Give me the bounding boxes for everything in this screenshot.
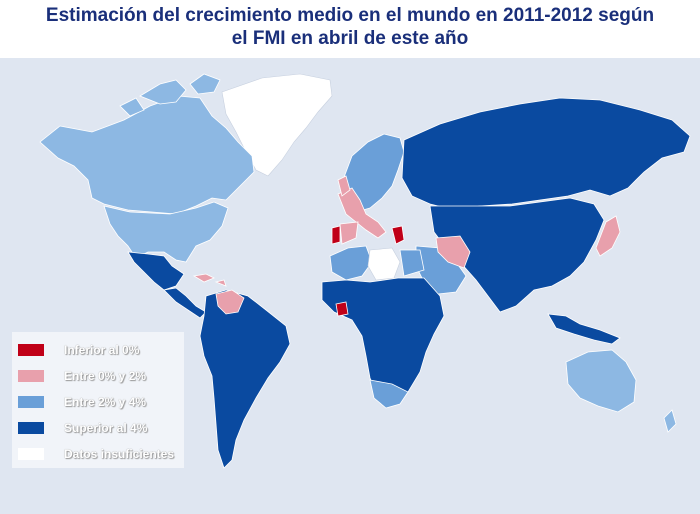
russia [401, 97, 691, 211]
caribbean [192, 273, 227, 287]
legend-label: Inferior al 0% [64, 343, 140, 357]
legend-label: Superior al 4% [64, 421, 148, 435]
legend-label: Entre 2% y 4% [64, 395, 147, 409]
uk [337, 175, 351, 197]
new-zealand [663, 409, 677, 433]
legend-swatch [18, 422, 44, 434]
legend-label: Entre 0% y 2% [64, 369, 147, 383]
greece [391, 225, 405, 245]
arctic-islands [119, 73, 221, 117]
title-line-2: el FMI en abril de este año [231, 28, 469, 49]
legend-swatch [18, 370, 44, 382]
europe-low [337, 187, 387, 239]
legend-swatch [18, 396, 44, 408]
iran [435, 235, 471, 269]
usa [103, 201, 229, 263]
world-map-svg [39, 73, 691, 469]
greenland [221, 73, 333, 177]
central-america [163, 287, 207, 319]
japan [595, 215, 621, 257]
southeast-asia [547, 313, 621, 345]
legend-swatch [18, 344, 44, 356]
libya [367, 247, 401, 281]
south-america [199, 289, 291, 469]
portugal [331, 225, 341, 245]
southern-africa [369, 379, 409, 409]
africa-high [321, 277, 445, 405]
ivory-coast [335, 301, 349, 317]
map-legend: Inferior al 0% Entre 0% y 2% Entre 2% y … [12, 332, 184, 468]
legend-label: Datos insuficientes [64, 447, 175, 461]
spain [339, 221, 359, 245]
title-line-1: Estimación del crecimiento medio en el m… [45, 5, 655, 26]
egypt [399, 249, 425, 277]
mexico [127, 251, 185, 291]
legend-swatch [18, 448, 44, 460]
australia [565, 349, 637, 413]
map-title: Estimación del crecimiento medio en el m… [0, 4, 700, 50]
venezuela [215, 289, 245, 315]
north-africa-mid [329, 245, 373, 281]
canada [39, 95, 255, 215]
